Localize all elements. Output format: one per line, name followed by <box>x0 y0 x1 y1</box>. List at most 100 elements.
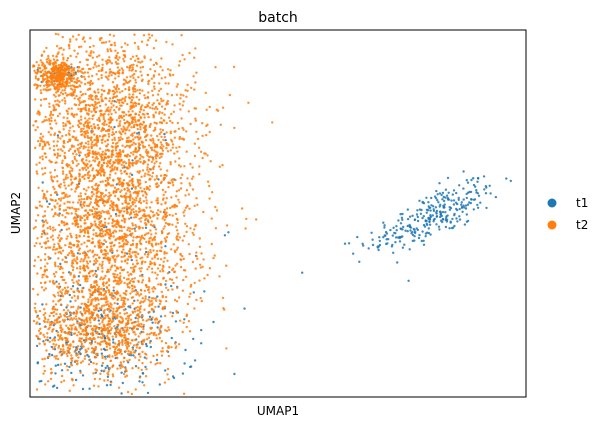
point-t1 <box>399 213 402 216</box>
point-t2 <box>125 369 128 373</box>
point-t2 <box>129 107 132 111</box>
point-t2 <box>87 125 91 129</box>
point-t2 <box>97 302 100 306</box>
point-t2 <box>81 323 84 326</box>
point-t2 <box>103 204 106 207</box>
point-t1 <box>82 339 86 342</box>
point-t2 <box>97 116 101 120</box>
point-t2 <box>121 129 125 132</box>
point-t1 <box>371 243 375 247</box>
point-t2 <box>89 270 92 273</box>
point-t2 <box>52 215 55 218</box>
point-t2 <box>57 51 60 54</box>
point-t2 <box>40 235 43 238</box>
point-t2 <box>69 78 72 81</box>
point-t2 <box>82 100 85 103</box>
point-t2 <box>247 101 250 105</box>
point-t1 <box>233 372 236 376</box>
point-t1 <box>106 355 109 358</box>
point-t2 <box>165 146 168 150</box>
point-t2 <box>117 254 120 257</box>
point-t2 <box>131 55 135 58</box>
point-t2 <box>88 149 91 152</box>
point-t2 <box>68 201 71 204</box>
point-t2 <box>41 158 44 161</box>
point-t2 <box>38 142 42 146</box>
point-t2 <box>79 267 82 270</box>
point-t1 <box>489 192 492 195</box>
point-t2 <box>158 153 162 156</box>
point-t2 <box>151 107 154 110</box>
point-t2 <box>87 304 90 308</box>
point-t2 <box>122 217 126 220</box>
point-t2 <box>161 188 165 192</box>
point-t2 <box>75 234 78 237</box>
point-t2 <box>101 84 104 87</box>
point-t2 <box>163 305 167 308</box>
point-t2 <box>161 149 165 152</box>
point-t2 <box>85 189 88 192</box>
point-t2 <box>121 341 124 344</box>
point-t2 <box>161 129 165 132</box>
point-t2 <box>104 289 107 293</box>
point-t2 <box>102 202 105 205</box>
point-t2 <box>84 104 88 108</box>
point-t2 <box>139 70 142 73</box>
point-t2 <box>109 184 113 187</box>
point-t2 <box>84 132 87 136</box>
point-t2 <box>108 68 112 71</box>
point-t2 <box>81 345 84 348</box>
point-t2 <box>125 344 128 347</box>
point-t2 <box>55 175 59 178</box>
point-t1 <box>476 203 479 207</box>
point-t1 <box>134 316 137 320</box>
point-t2 <box>128 250 131 253</box>
point-t2 <box>119 136 122 139</box>
point-t2 <box>52 293 55 297</box>
point-t2 <box>179 93 183 96</box>
point-t2 <box>157 89 161 93</box>
point-t2 <box>63 184 66 187</box>
point-t2 <box>135 259 138 262</box>
point-t2 <box>76 297 80 300</box>
point-t2 <box>103 369 106 372</box>
point-t2 <box>57 130 61 133</box>
point-t2 <box>65 173 68 177</box>
point-t2 <box>132 138 135 141</box>
point-t2 <box>160 354 164 357</box>
point-t2 <box>223 308 226 311</box>
point-t2 <box>77 195 81 198</box>
point-t2 <box>118 91 122 94</box>
point-t2 <box>150 242 153 245</box>
point-t2 <box>139 248 142 251</box>
point-t2 <box>98 342 101 346</box>
point-t2 <box>107 332 111 335</box>
point-t1 <box>440 193 443 197</box>
point-t2 <box>140 342 143 345</box>
point-t2 <box>105 123 108 126</box>
point-t2 <box>140 140 143 143</box>
point-t1 <box>435 189 438 193</box>
point-t2 <box>139 332 142 335</box>
point-t2 <box>43 357 47 360</box>
point-t2 <box>73 207 76 211</box>
point-t2 <box>106 143 110 146</box>
point-t2 <box>113 41 116 44</box>
point-t2 <box>107 195 110 198</box>
point-t2 <box>84 146 87 149</box>
point-t1 <box>104 337 107 340</box>
point-t2 <box>104 233 107 236</box>
point-t2 <box>56 140 59 143</box>
point-t2 <box>164 279 168 283</box>
point-t2 <box>113 91 117 94</box>
point-t2 <box>74 137 77 140</box>
point-t2 <box>81 360 85 363</box>
point-t2 <box>144 214 148 218</box>
point-t2 <box>120 172 123 175</box>
point-t2 <box>184 275 188 278</box>
point-t2 <box>54 78 57 81</box>
point-t2 <box>134 112 137 116</box>
point-t2 <box>79 70 82 73</box>
point-t2 <box>60 237 63 240</box>
point-t2 <box>141 144 145 147</box>
